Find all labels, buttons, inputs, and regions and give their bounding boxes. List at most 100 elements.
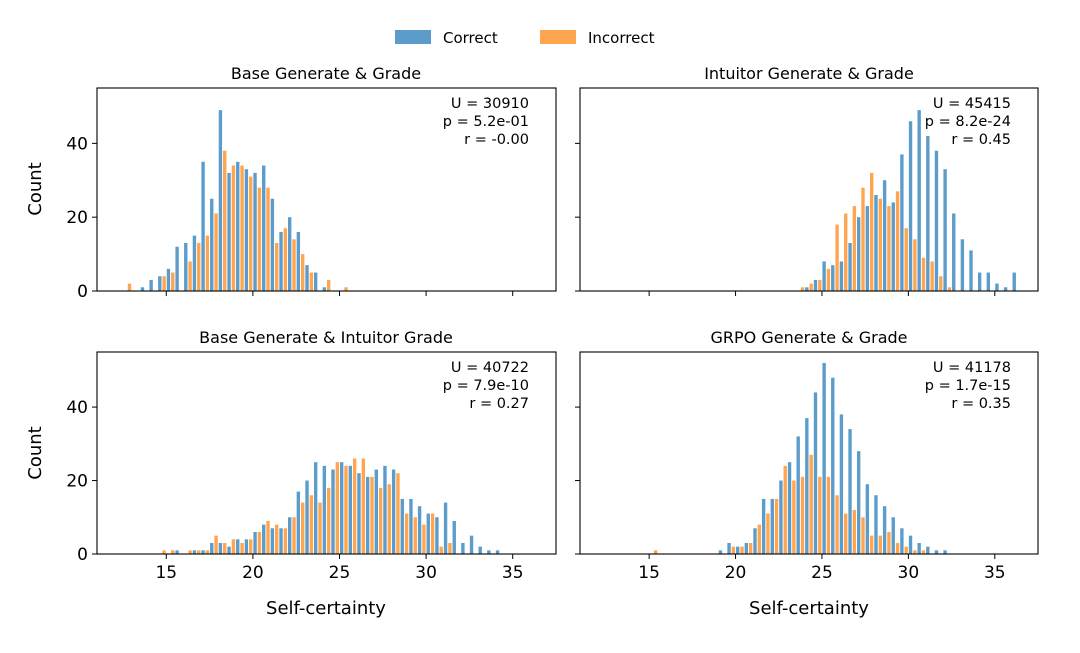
y-tick-label: 40	[66, 398, 88, 418]
bar-correct	[813, 279, 818, 291]
panel-title: Base Generate & Grade	[231, 64, 421, 83]
bar-correct	[348, 465, 353, 554]
bar-incorrect	[378, 487, 383, 554]
bar-correct	[305, 480, 309, 554]
bar-correct	[977, 272, 982, 291]
bar-correct	[857, 217, 861, 291]
bar-correct	[175, 246, 179, 291]
stat-annotation: U = 45415	[933, 96, 1011, 112]
bar-incorrect	[188, 261, 192, 291]
bar-correct	[288, 217, 292, 291]
bar-correct	[865, 206, 870, 291]
bar-correct	[296, 491, 301, 554]
bar-correct	[244, 539, 249, 554]
bar-correct	[409, 498, 413, 554]
panel-title: GRPO Generate & Grade	[711, 328, 908, 347]
bar-correct	[805, 418, 809, 554]
bar-correct	[140, 287, 145, 291]
legend-label-incorrect: Incorrect	[588, 29, 655, 47]
bar-incorrect	[257, 187, 262, 291]
bar-correct	[917, 110, 921, 292]
bar-incorrect	[197, 550, 201, 554]
bar-incorrect	[404, 513, 409, 554]
bar-correct	[270, 198, 275, 291]
stat-annotation: p = 8.2e-24	[925, 114, 1011, 130]
bar-correct	[227, 172, 231, 291]
bar-incorrect	[370, 476, 374, 554]
panel-title: Base Generate & Intuitor Grade	[199, 328, 453, 347]
x-tick-label: 15	[155, 563, 177, 583]
panel-title: Intuitor Generate & Grade	[704, 64, 914, 83]
bar-correct	[822, 261, 826, 291]
bar-correct	[270, 528, 275, 554]
bar-incorrect	[904, 228, 908, 291]
stat-annotation: r = -0.00	[464, 132, 529, 148]
legend-swatch-incorrect	[540, 30, 576, 44]
bar-incorrect	[162, 276, 166, 291]
x-axis-label: Self-certainty	[266, 598, 386, 619]
panel-base-generate-intuitor-grade: Base Generate & Intuitor Grade Count Sel…	[25, 328, 557, 619]
bar-incorrect	[430, 513, 435, 554]
legend-label-correct: Correct	[443, 29, 498, 47]
bar-correct	[943, 169, 947, 291]
bar-incorrect	[757, 524, 761, 554]
bar-incorrect	[309, 495, 314, 554]
bar-incorrect	[913, 239, 917, 291]
bar-correct	[934, 150, 939, 291]
bar-incorrect	[844, 213, 848, 291]
bar-incorrect	[275, 243, 279, 291]
bar-correct	[891, 202, 895, 291]
bar-incorrect	[240, 165, 244, 291]
bar-incorrect	[283, 228, 288, 291]
bar-correct	[313, 272, 318, 291]
bar-correct	[175, 550, 179, 554]
bar-correct	[926, 546, 930, 554]
x-tick-label: 30	[898, 563, 920, 583]
y-tick-label: 0	[77, 282, 88, 302]
bars	[162, 458, 500, 554]
bar-correct	[158, 276, 162, 291]
bar-correct	[857, 451, 861, 554]
bar-correct	[279, 231, 283, 291]
bar-incorrect	[792, 480, 796, 554]
bar-incorrect	[921, 550, 926, 554]
bar-incorrect	[283, 528, 288, 554]
bar-correct	[296, 231, 301, 291]
bar-incorrect	[361, 458, 365, 554]
bar-correct	[253, 172, 257, 291]
bar-correct	[882, 180, 887, 291]
bar-correct	[400, 498, 404, 554]
bar-correct	[218, 542, 223, 554]
bar-correct	[969, 250, 973, 291]
bar-correct	[417, 506, 422, 554]
bar-correct	[192, 235, 197, 291]
bar-correct	[839, 261, 844, 291]
bar-correct	[469, 535, 474, 554]
bar-correct	[236, 161, 240, 291]
bar-correct	[770, 498, 774, 554]
axes-frame	[96, 87, 557, 292]
bar-correct	[874, 495, 878, 554]
bar-incorrect	[171, 550, 175, 554]
bars	[127, 110, 348, 292]
bar-incorrect	[852, 206, 857, 291]
bar-correct	[244, 169, 249, 291]
bar-correct	[331, 469, 335, 554]
bar-correct	[736, 546, 740, 554]
bar-correct	[227, 546, 231, 554]
bar-correct	[718, 550, 723, 554]
bar-correct	[391, 469, 396, 554]
bar-incorrect	[913, 550, 917, 554]
bar-incorrect	[766, 513, 770, 554]
bar-correct	[279, 528, 283, 554]
bar-incorrect	[197, 243, 201, 291]
bar-incorrect	[818, 279, 822, 291]
bar-incorrect	[231, 539, 236, 554]
bar-incorrect	[257, 531, 262, 554]
x-tick-label: 20	[242, 563, 264, 583]
bar-correct	[236, 539, 240, 554]
bar-incorrect	[422, 524, 426, 554]
bar-incorrect	[231, 165, 236, 291]
x-tick-label: 25	[811, 563, 833, 583]
